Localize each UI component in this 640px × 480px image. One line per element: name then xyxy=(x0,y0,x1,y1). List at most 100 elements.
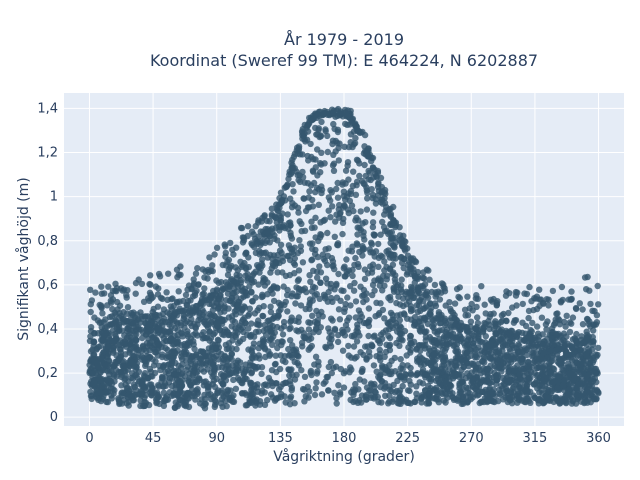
data-point xyxy=(543,296,550,303)
data-point xyxy=(426,360,433,367)
x-tick-label: 90 xyxy=(208,431,225,446)
data-point xyxy=(560,370,567,377)
data-point xyxy=(353,353,360,361)
data-point xyxy=(334,194,342,201)
data-point xyxy=(379,306,387,314)
data-point xyxy=(324,132,331,140)
data-point xyxy=(222,249,229,257)
data-point xyxy=(311,361,318,368)
data-point xyxy=(236,376,243,384)
data-point xyxy=(320,217,327,225)
data-point xyxy=(301,386,308,393)
data-point xyxy=(350,287,358,294)
data-point xyxy=(266,352,273,359)
data-point xyxy=(323,344,330,352)
data-point xyxy=(481,301,488,308)
data-point xyxy=(98,303,105,311)
data-point xyxy=(207,357,214,364)
data-point xyxy=(325,207,332,214)
data-point xyxy=(116,302,124,309)
data-point xyxy=(554,384,561,392)
data-point xyxy=(189,379,196,386)
data-point xyxy=(230,376,237,384)
data-point xyxy=(224,258,231,265)
data-point xyxy=(318,189,325,197)
data-point xyxy=(215,279,222,287)
data-point xyxy=(307,344,314,351)
data-point xyxy=(301,179,308,186)
data-point xyxy=(486,354,494,361)
data-point xyxy=(522,322,530,330)
data-point xyxy=(587,361,594,368)
data-point xyxy=(330,364,337,371)
data-point xyxy=(248,370,255,377)
data-point xyxy=(418,399,425,406)
data-point xyxy=(248,320,255,327)
data-point xyxy=(211,251,218,258)
data-point xyxy=(208,362,215,370)
data-point xyxy=(274,269,281,276)
data-point xyxy=(102,362,110,369)
data-point xyxy=(193,287,200,294)
data-point xyxy=(98,319,105,326)
data-point xyxy=(425,382,432,389)
data-point xyxy=(201,334,208,341)
data-point xyxy=(222,392,230,399)
data-point xyxy=(553,331,560,338)
data-point xyxy=(501,352,509,360)
data-point xyxy=(169,316,176,323)
data-point xyxy=(214,336,222,343)
data-point xyxy=(124,304,132,311)
data-point xyxy=(563,350,571,357)
data-point xyxy=(368,186,375,193)
data-point xyxy=(279,257,287,265)
data-point xyxy=(249,344,257,351)
data-point xyxy=(534,330,542,337)
data-point xyxy=(182,399,190,406)
data-point xyxy=(239,239,247,246)
data-point xyxy=(165,270,172,277)
data-point xyxy=(306,299,313,307)
data-point xyxy=(175,371,182,379)
data-point xyxy=(432,293,439,300)
data-point xyxy=(347,187,355,195)
data-point xyxy=(363,187,370,194)
data-point xyxy=(410,270,418,277)
data-point xyxy=(119,316,127,323)
data-point xyxy=(245,263,252,271)
data-point xyxy=(368,154,375,162)
data-point xyxy=(389,242,397,249)
data-point xyxy=(255,247,263,255)
y-axis-ticks: 0 0,2 0,4 0,6 0,8 1 1,2 1,4 xyxy=(37,101,58,425)
data-point xyxy=(171,404,179,411)
data-point xyxy=(364,195,371,202)
data-point xyxy=(540,399,547,406)
data-point xyxy=(533,293,541,300)
data-point xyxy=(330,120,337,128)
data-point xyxy=(95,396,102,403)
data-point xyxy=(251,243,258,251)
data-point xyxy=(507,358,515,366)
data-point xyxy=(232,369,240,377)
data-point xyxy=(289,156,296,163)
data-point xyxy=(206,254,213,261)
data-point xyxy=(423,328,430,335)
data-point xyxy=(277,306,284,313)
data-point xyxy=(381,199,389,207)
data-point xyxy=(417,361,424,368)
data-point xyxy=(112,317,119,324)
data-point xyxy=(329,162,337,169)
data-point xyxy=(92,289,99,296)
data-point xyxy=(349,272,356,280)
data-point xyxy=(150,362,158,369)
data-point xyxy=(328,189,335,196)
data-point xyxy=(362,343,369,350)
data-point xyxy=(311,284,319,291)
data-point xyxy=(214,320,221,327)
data-point xyxy=(564,376,571,384)
data-point xyxy=(166,310,173,318)
data-point xyxy=(439,353,446,360)
data-point xyxy=(513,395,521,402)
x-tick-label: 180 xyxy=(332,431,357,446)
data-point xyxy=(341,202,348,210)
